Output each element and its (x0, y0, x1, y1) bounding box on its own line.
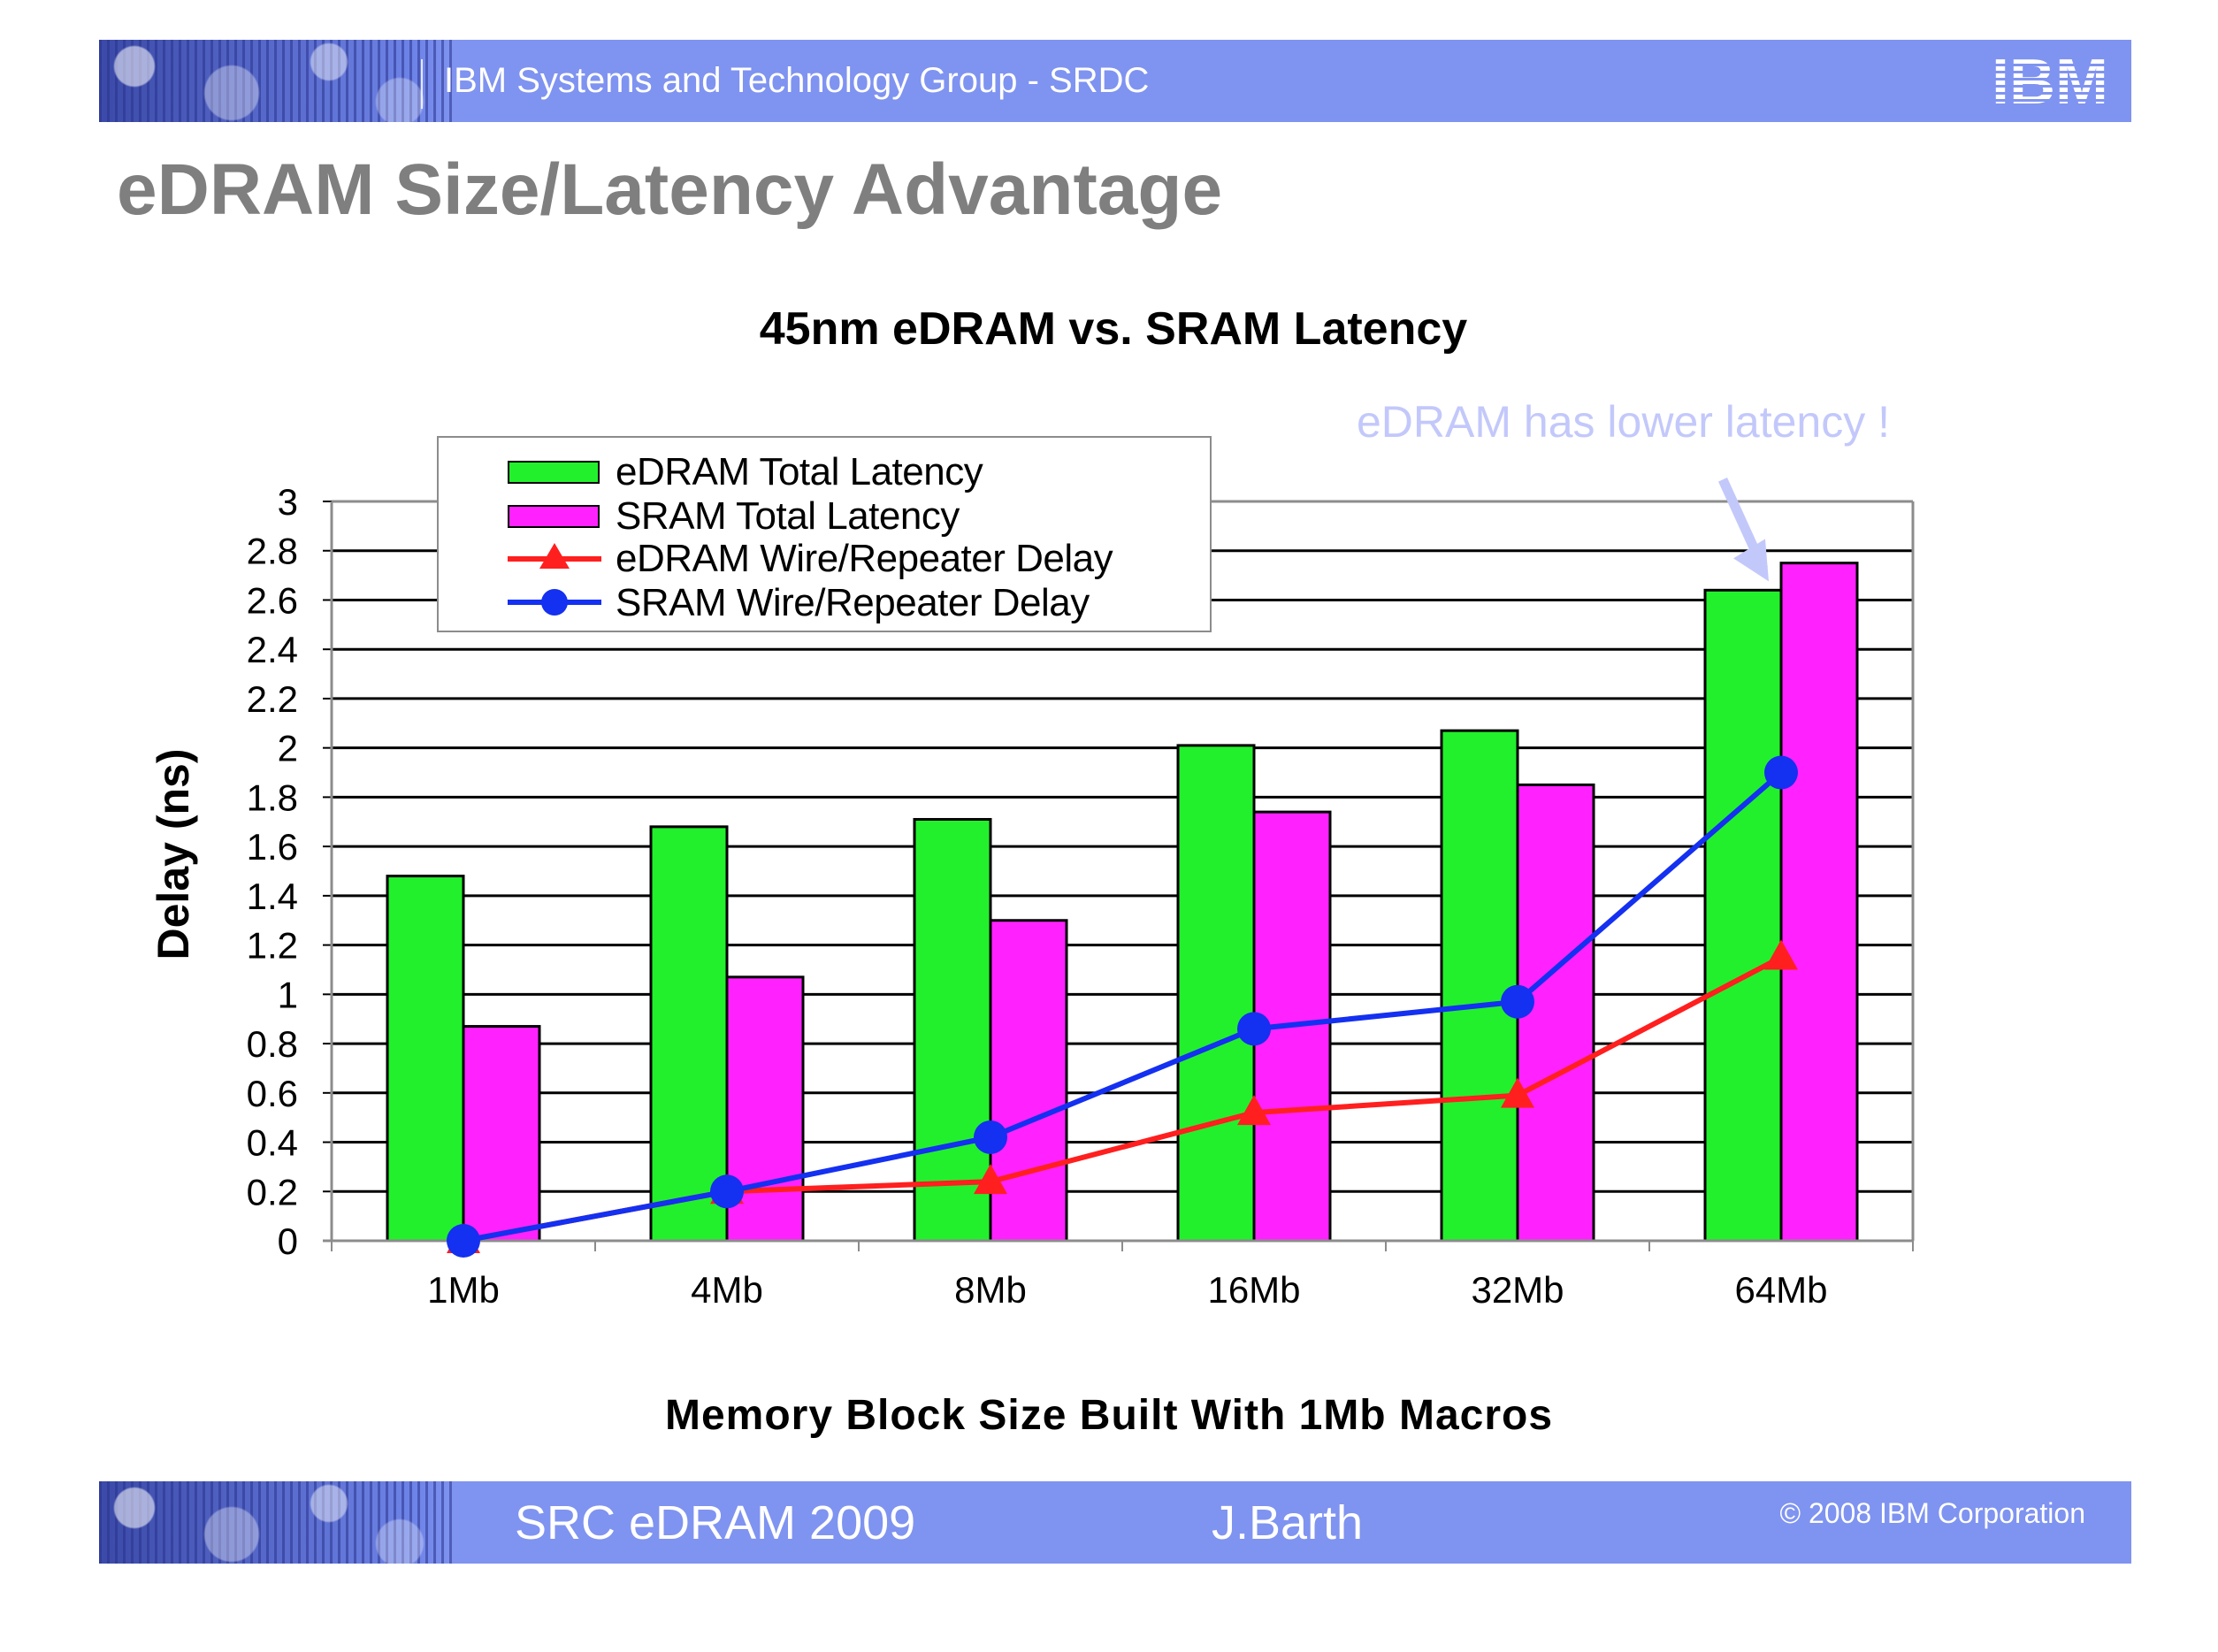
y-tick-label: 3 (278, 481, 298, 523)
bar-edram-total (1703, 588, 1783, 1243)
y-tick-label: 0.6 (247, 1073, 298, 1114)
legend-swatch-edram-total (508, 461, 600, 484)
lines (447, 755, 1798, 1258)
x-tick-label: 16Mb (1207, 1269, 1300, 1311)
bar-edram-total (913, 817, 992, 1243)
annotation-arrow-head (1733, 539, 1769, 582)
y-tick-label: 0.4 (247, 1122, 298, 1164)
y-tick-label: 2 (278, 728, 298, 769)
banner-decoration (99, 40, 453, 122)
x-tick-label: 32Mb (1471, 1269, 1564, 1311)
bar-edram-total (1440, 729, 1519, 1243)
marker-sram-wire (1764, 755, 1798, 790)
y-tick-label: 1.6 (247, 826, 298, 868)
legend-marker-triangle (508, 543, 601, 569)
bar-sram-total (462, 1025, 541, 1243)
marker-sram-wire (710, 1174, 744, 1209)
tick-labels: 0 0.2 0.4 0.6 0.8 1 1.2 1.4 1.6 1.8 2 2.2 2.4 2.6 2.8 3… (247, 481, 1828, 1311)
bars (386, 562, 1859, 1243)
y-axis-title: Delay (ns) (149, 748, 198, 960)
slide-title: eDRAM Size/Latency Advantage (117, 149, 1223, 230)
x-tick-label: 4Mb (691, 1269, 763, 1311)
y-tick-label: 2.2 (247, 678, 298, 720)
bar-sram-total (1516, 783, 1595, 1243)
footer-author: J.Barth (1212, 1496, 1364, 1549)
y-tick-label: 2.8 (247, 531, 298, 572)
x-tick-label: 64Mb (1734, 1269, 1827, 1311)
footer-event: SRC eDRAM 2009 (515, 1496, 916, 1549)
chart-legend: eDRAM Total Latency SRAM Total Latency e… (437, 436, 1212, 632)
marker-edram-wire (1764, 939, 1798, 970)
footer-copyright: © 2008 IBM Corporation (1779, 1497, 2085, 1529)
bar-edram-total (386, 875, 465, 1243)
y-tick-label: 0.8 (247, 1023, 298, 1065)
legend-label: SRAM Wire/Repeater Delay (616, 581, 1090, 624)
y-tick-label: 1.8 (247, 776, 298, 818)
footer-banner: SRC eDRAM 2009 J.Barth © 2008 IBM Corpor… (99, 1481, 2131, 1564)
legend-label: eDRAM Wire/Repeater Delay (616, 537, 1113, 580)
legend-item-sram-wire: SRAM Wire/Repeater Delay (439, 579, 1210, 624)
bar-sram-total (1779, 562, 1859, 1243)
y-tick-label: 0 (278, 1220, 298, 1262)
banner-divider (421, 59, 423, 109)
banner-title: IBM Systems and Technology Group - SRDC (444, 61, 1150, 100)
legend-item-sram-total: SRAM Total Latency (439, 493, 1210, 538)
legend-label: SRAM Total Latency (616, 494, 960, 538)
bar-edram-total (1176, 744, 1256, 1243)
header-banner: IBM Systems and Technology Group - SRDC … (99, 40, 2131, 122)
marker-sram-wire (1237, 1012, 1271, 1046)
marker-edram-wire (1237, 1095, 1271, 1126)
annotation-arrow (1717, 478, 1769, 582)
y-tick-label: 2.6 (247, 579, 298, 621)
marker-sram-wire (974, 1120, 1007, 1154)
y-tick-label: 2.4 (247, 629, 298, 670)
y-tick-label: 1 (278, 974, 298, 1015)
chart-title: 45nm eDRAM vs. SRAM Latency (759, 303, 1468, 355)
legend-item-edram-wire: eDRAM Wire/Repeater Delay (439, 535, 1210, 580)
x-tick-label: 8Mb (954, 1269, 1027, 1311)
ibm-logo: IBM (1992, 52, 2108, 109)
footer-decoration (99, 1481, 453, 1564)
x-axis-title: Memory Block Size Built With 1Mb Macros (664, 1392, 1554, 1439)
y-tick-label: 1.4 (247, 876, 298, 917)
ibm-logo-text: IBM (1992, 52, 2108, 109)
legend-item-edram-total: eDRAM Total Latency (439, 448, 1210, 493)
legend-swatch-sram-total (508, 505, 600, 528)
y-tick-label: 1.2 (247, 925, 298, 967)
marker-edram-wire (1501, 1077, 1534, 1108)
bar-edram-total (649, 825, 729, 1243)
annotation-text: eDRAM has lower latency ! (1357, 397, 1891, 447)
legend-marker-circle (508, 589, 601, 616)
marker-sram-wire (1501, 984, 1534, 1019)
marker-sram-wire (447, 1224, 480, 1258)
bar-sram-total (725, 975, 805, 1243)
legend-label: eDRAM Total Latency (616, 450, 983, 493)
marker-edram-wire (974, 1164, 1007, 1195)
y-tick-label: 0.2 (247, 1171, 298, 1212)
line-sram-wire (463, 770, 1783, 1243)
x-tick-label: 1Mb (427, 1269, 500, 1311)
